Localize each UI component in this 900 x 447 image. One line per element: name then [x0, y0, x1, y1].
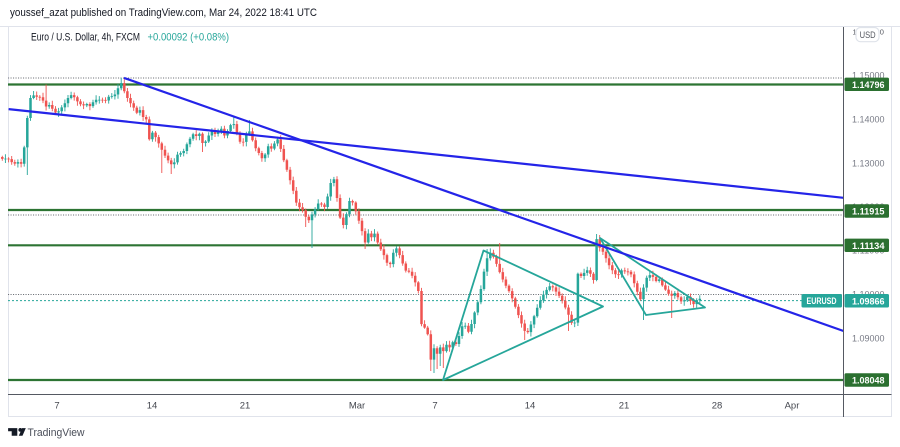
svg-text:7: 7	[54, 400, 59, 411]
svg-text:1.09000: 1.09000	[852, 333, 885, 344]
svg-text:21: 21	[240, 400, 251, 411]
svg-text:1.11134: 1.11134	[852, 241, 885, 252]
svg-text:1.13000: 1.13000	[852, 158, 885, 169]
svg-text:1.09866: 1.09866	[852, 296, 885, 307]
svg-text:Apr: Apr	[785, 400, 800, 411]
svg-text:+0.00092 (+0.08%): +0.00092 (+0.08%)	[148, 32, 230, 44]
svg-text:21: 21	[619, 400, 630, 411]
svg-text:TradingView: TradingView	[28, 427, 85, 439]
svg-text:EURUSD: EURUSD	[807, 296, 837, 306]
svg-text:7: 7	[432, 400, 437, 411]
svg-text:1.14000: 1.14000	[852, 114, 885, 125]
svg-text:14: 14	[525, 400, 536, 411]
svg-text:1.15000: 1.15000	[852, 70, 885, 81]
svg-text:Mar: Mar	[349, 400, 365, 411]
svg-text:Euro / U.S. Dollar, 4h, FXCM: Euro / U.S. Dollar, 4h, FXCM	[31, 32, 140, 44]
svg-text:1.08048: 1.08048	[852, 376, 885, 387]
svg-text:youssef_azat published on Trad: youssef_azat published on TradingView.co…	[10, 7, 317, 19]
svg-text:USD: USD	[860, 30, 876, 40]
svg-text:0: 0	[880, 28, 884, 37]
svg-text:1: 1	[853, 28, 857, 37]
svg-text:1.11915: 1.11915	[852, 207, 885, 218]
svg-text:1.14796: 1.14796	[852, 80, 885, 91]
svg-text:14: 14	[147, 400, 158, 411]
svg-text:28: 28	[712, 400, 723, 411]
